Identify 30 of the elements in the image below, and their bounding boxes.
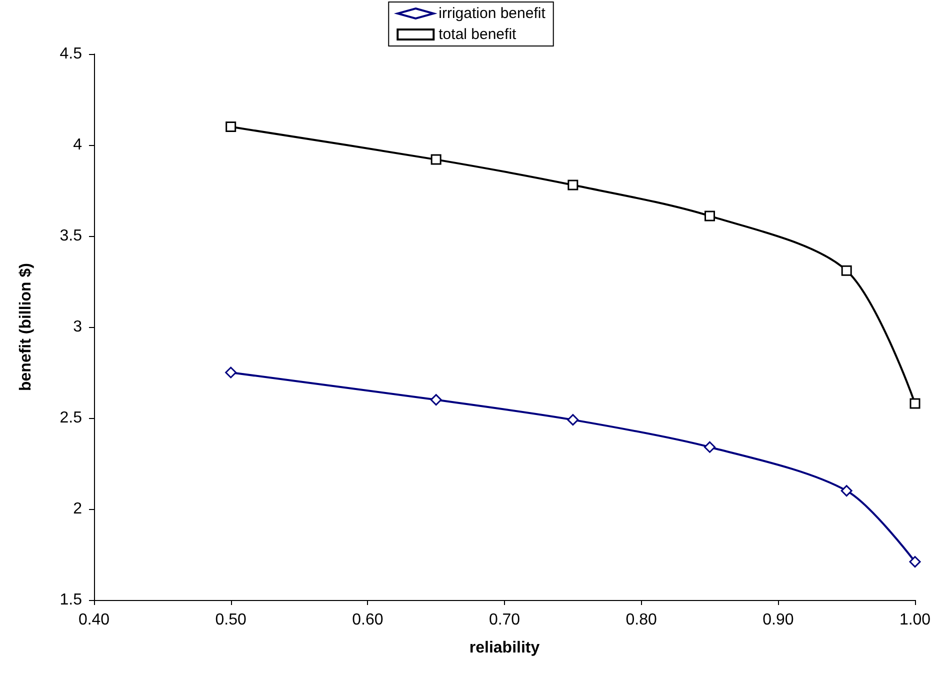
y-tick-label: 2.5 — [60, 410, 82, 426]
point — [568, 180, 578, 190]
y-tick-label: 2 — [73, 500, 82, 518]
x-tick-label: 0.40 — [78, 612, 110, 628]
point — [704, 210, 715, 222]
legend-label: total benefit — [438, 26, 518, 43]
point — [910, 398, 920, 409]
point — [225, 366, 237, 378]
point — [841, 265, 852, 276]
point — [226, 122, 236, 132]
point — [430, 154, 442, 165]
x-tick-label: 1.00 — [899, 612, 931, 628]
x-axis-title: reliability — [469, 640, 540, 656]
point — [430, 394, 442, 406]
y-tick-label: 4.5 — [60, 46, 82, 62]
point — [567, 414, 579, 426]
point — [840, 485, 852, 497]
y-tick-label: 3.5 — [60, 228, 82, 244]
y-tick-label: 4 — [73, 136, 82, 154]
y-axis-title: benefit (billion $) — [18, 263, 34, 391]
point — [704, 441, 716, 453]
point — [909, 556, 921, 568]
y-tick-label: 3 — [73, 318, 82, 336]
x-tick-label: 0.60 — [352, 612, 384, 628]
x-tick-label: 0.80 — [626, 612, 658, 628]
x-tick-label: 0.70 — [488, 612, 520, 628]
legend-label: irrigation benefit — [438, 5, 546, 22]
x-tick-label: 0.90 — [762, 612, 794, 628]
y-tick-label: 1.5 — [60, 592, 82, 608]
x-tick-label: 0.50 — [215, 612, 247, 628]
